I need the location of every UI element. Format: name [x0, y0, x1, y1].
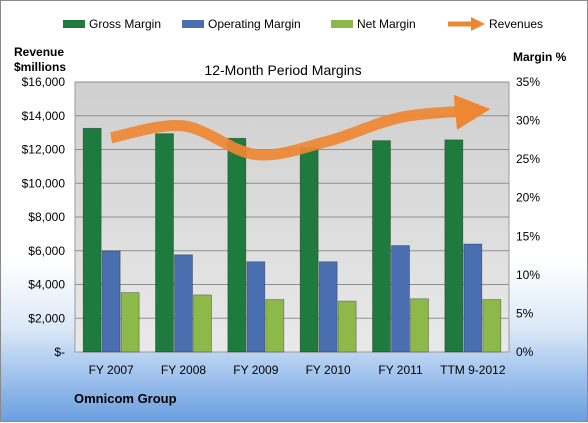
bar-gross-margin: [444, 139, 464, 353]
chart-title: 12-Month Period Margins: [204, 62, 361, 78]
bar-operating-margin: [318, 261, 338, 353]
bar-net-margin: [337, 300, 357, 353]
right-tick-label: 20%: [516, 191, 540, 205]
revenue-line: [110, 94, 491, 161]
category-label: FY 2010: [306, 363, 351, 377]
bar-gross-margin: [372, 140, 391, 353]
right-tick-label: 0%: [516, 345, 534, 359]
left-tick-label: $-: [54, 345, 65, 359]
right-axis-label: Margin %: [513, 50, 567, 64]
legend-arrowhead-revenues: [471, 17, 485, 31]
legend-label-revenues: Revenues: [489, 17, 543, 31]
bar-gross-margin: [299, 147, 319, 353]
left-axis-label-line1: Revenue: [14, 45, 64, 59]
category-label: TTM 9-2012: [440, 363, 506, 377]
bar-operating-margin: [463, 243, 483, 353]
right-tick-label: 30%: [516, 114, 540, 128]
legend-label-net-margin: Net Margin: [357, 17, 416, 31]
right-tick-label: 10%: [516, 268, 540, 282]
company-name: Omnicom Group: [74, 391, 177, 406]
bar-net-margin: [193, 294, 212, 353]
bar-gross-margin: [227, 137, 247, 353]
bar-net-margin: [482, 299, 502, 353]
bar-operating-margin: [174, 254, 193, 353]
left-tick-label: $6,000: [28, 244, 65, 258]
legend-swatch-net-margin: [331, 20, 353, 28]
left-tick-label: $8,000: [28, 210, 65, 224]
left-axis-label-line2: $millions: [14, 60, 66, 74]
left-tick-label: $2,000: [28, 311, 65, 325]
category-label: FY 2009: [233, 363, 278, 377]
legend: Gross Margin Operating Margin Net Margin…: [63, 17, 543, 31]
bar-gross-margin: [155, 133, 174, 353]
left-tick-label: $16,000: [22, 75, 66, 89]
category-label: FY 2011: [378, 363, 423, 377]
legend-label-operating-margin: Operating Margin: [208, 17, 301, 31]
bar-operating-margin: [246, 261, 266, 353]
category-label: FY 2008: [161, 363, 206, 377]
bar-net-margin: [120, 292, 140, 353]
bar-gross-margin: [82, 127, 102, 353]
bar-net-margin: [410, 298, 429, 353]
left-tick-label: $4,000: [28, 278, 65, 292]
left-tick-label: $12,000: [22, 143, 66, 157]
category-label: FY 2007: [89, 363, 134, 377]
right-tick-label: 15%: [516, 229, 540, 243]
legend-label-gross-margin: Gross Margin: [89, 17, 161, 31]
right-tick-label: 25%: [516, 152, 540, 166]
bar-operating-margin: [391, 245, 410, 353]
bar-net-margin: [265, 299, 285, 353]
right-tick-label: 5%: [516, 306, 534, 320]
legend-swatch-operating-margin: [182, 20, 204, 28]
right-tick-label: 35%: [516, 75, 540, 89]
ticks: $- $2,000 $4,000 $6,000 $8,000 $10,000 $12,000…: [22, 75, 541, 377]
left-tick-label: $14,000: [22, 109, 66, 123]
bar-operating-margin: [101, 250, 121, 353]
bars: [82, 127, 502, 353]
left-tick-label: $10,000: [22, 176, 66, 190]
revenue-series-line: [110, 94, 491, 161]
legend-swatch-gross-margin: [63, 20, 85, 28]
